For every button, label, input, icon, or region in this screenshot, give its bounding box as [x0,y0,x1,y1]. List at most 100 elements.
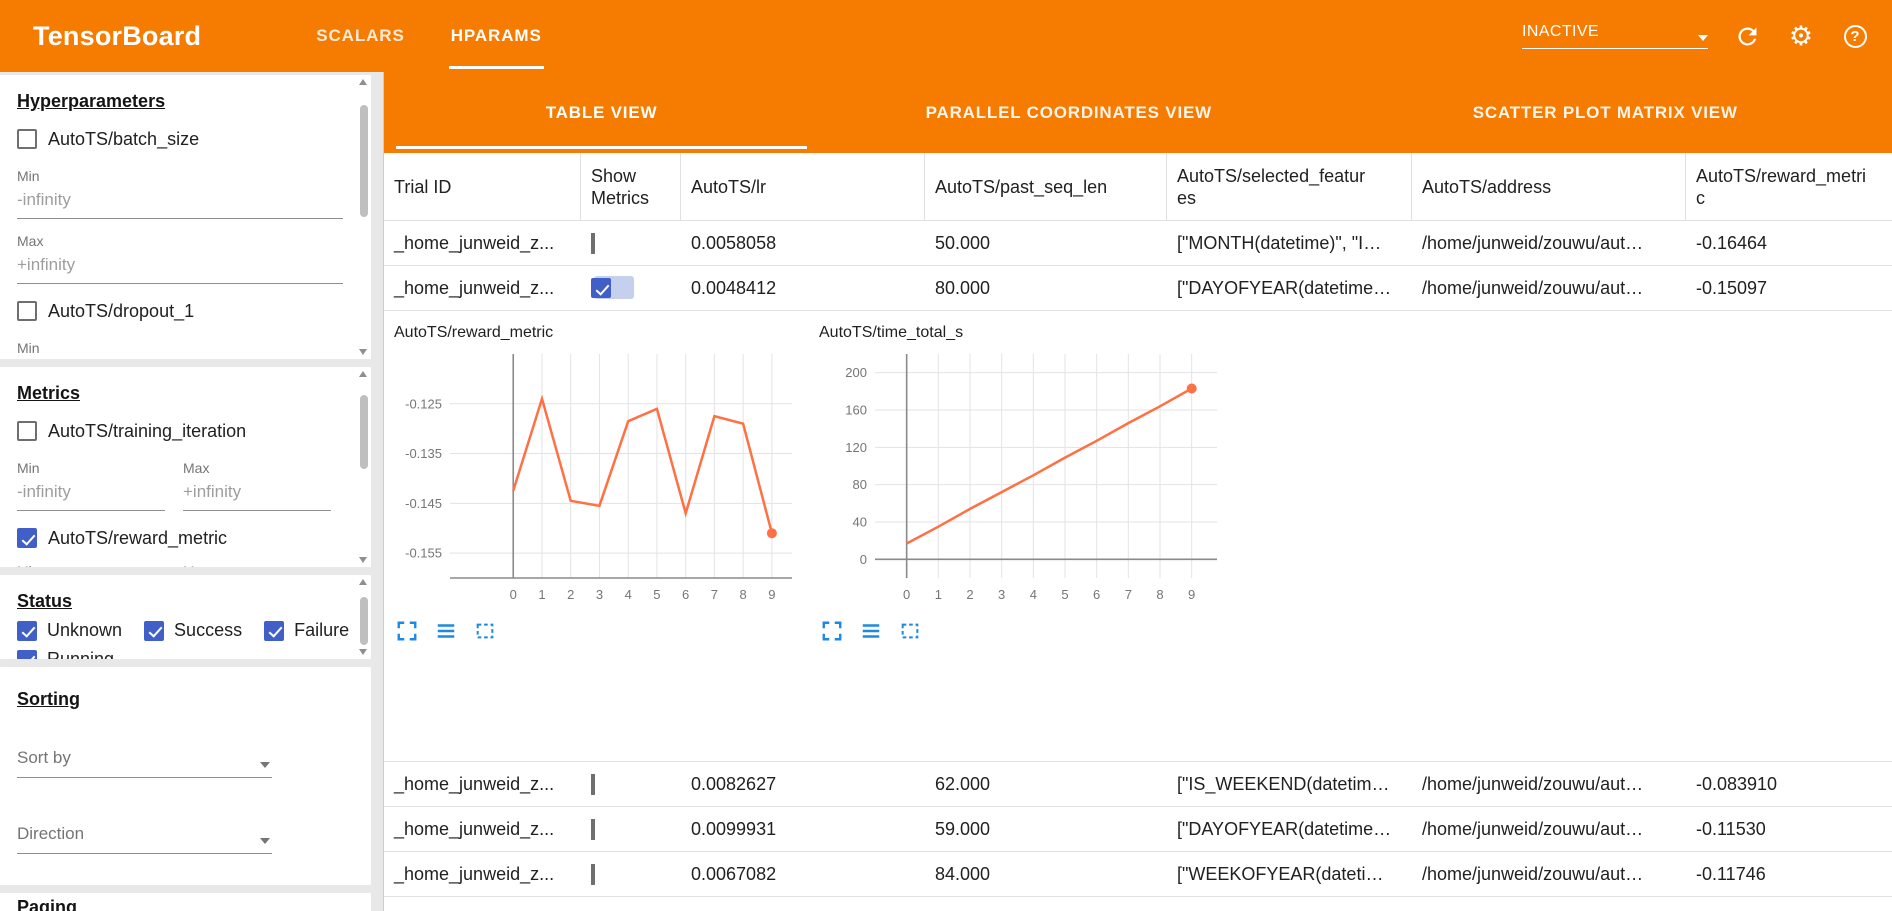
scroll-up-icon[interactable] [359,579,367,585]
status-failure-label: Failure [294,620,350,640]
column-header-reward-metric[interactable]: AutoTS/reward_metric [1696,165,1867,208]
status-title: Status [17,591,73,611]
sorting-title: Sorting [17,689,80,709]
column-header-trial-id[interactable]: Trial ID [384,153,581,220]
view-data-icon[interactable] [860,620,882,642]
scrollbar-thumb[interactable] [360,597,368,645]
tab-hparams[interactable]: HPARAMS [428,0,565,72]
column-header-address[interactable]: AutoTS/address [1412,153,1686,220]
status-failure[interactable]: Failure [264,620,349,641]
scrollbar-thumb[interactable] [360,395,368,469]
max-label: Max [183,460,210,476]
status-unknown-checkbox[interactable] [17,620,37,641]
training-iteration-checkbox[interactable] [17,421,37,441]
address-cell: /home/junweid/zouwu/aut… [1422,277,1644,298]
tab-scatter-plot-matrix-view[interactable]: SCATTER PLOT MATRIX VIEW [1472,102,1738,122]
expand-chart-icon[interactable] [821,620,843,642]
expand-chart-icon[interactable] [396,620,418,642]
metric-training-iteration[interactable]: AutoTS/training_iteration [17,416,343,446]
scrollbar-thumb[interactable] [360,105,368,217]
training-iteration-label: AutoTS/training_iteration [48,420,247,441]
show-metrics-checkbox[interactable] [591,863,595,885]
status-unknown-label: Unknown [47,620,123,640]
metric-reward-metric[interactable]: AutoTS/reward_metric [17,523,343,553]
scroll-down-icon[interactable] [359,349,367,355]
lr-cell: 0.0067082 [691,863,777,884]
show-metrics-checkbox[interactable] [591,773,595,795]
svg-text:6: 6 [682,587,689,602]
paging-panel: Paging [0,893,371,911]
address-cell: /home/junweid/zouwu/aut… [1422,773,1644,794]
scrollbar[interactable] [357,575,370,659]
sorting-panel: Sorting Sort by Direction [0,667,371,885]
help-icon[interactable]: ? [1840,21,1870,51]
show-metrics-checkbox[interactable] [591,818,595,840]
settings-icon[interactable]: ⚙ [1788,20,1814,51]
scroll-down-icon[interactable] [359,557,367,563]
lr-cell: 0.0082627 [691,773,777,794]
status-success[interactable]: Success [144,620,242,641]
scrollbar[interactable] [357,367,370,567]
run-status-dropdown[interactable]: INACTIVE [1522,23,1708,49]
column-header-lr[interactable]: AutoTS/lr [681,153,925,220]
svg-text:-0.155: -0.155 [405,546,442,561]
reward-metric-line-chart[interactable]: 0 1 2 3 4 5 6 7 8 9 -0.155 -0.145 -0.135 -0.125 [394,346,804,608]
metric-max-input[interactable] [183,478,331,511]
chevron-down-icon [260,838,270,844]
trial-id-cell: _home_junweid_z... [394,232,555,253]
column-header-selected-features[interactable]: AutoTS/selected_features [1167,153,1412,220]
hparam-batch-size[interactable]: AutoTS/batch_size [17,124,343,154]
time-total-line-chart[interactable]: 0 1 2 3 4 5 6 7 8 9 0 40 80 120 160 200 [819,346,1229,608]
svg-text:120: 120 [845,440,867,455]
chart-toolbar [821,620,1229,642]
reward-metric-label: AutoTS/reward_metric [48,527,228,548]
status-running[interactable]: Running [17,649,114,659]
tab-scalars[interactable]: SCALARS [316,26,405,45]
svg-text:0: 0 [903,587,910,602]
batch-size-min-input[interactable] [17,186,343,219]
svg-text:9: 9 [1188,587,1195,602]
past-seq-len-cell: 84.000 [935,863,991,884]
topbar-tabs: SCALARS HPARAMS [293,0,564,72]
scroll-up-icon[interactable] [359,79,367,85]
reward-metric-cell: -0.11746 [1696,863,1766,884]
show-metrics-checkbox[interactable] [591,278,611,298]
scroll-down-icon[interactable] [359,649,367,655]
hparam-dropout[interactable]: AutoTS/dropout_1 [17,296,343,326]
reward-metric-checkbox[interactable] [17,528,37,548]
select-region-icon[interactable] [474,620,496,642]
svg-text:40: 40 [853,515,867,530]
scrollbar[interactable] [357,75,370,359]
status-failure-checkbox[interactable] [264,620,285,641]
column-header-past-seq-len[interactable]: AutoTS/past_seq_len [925,153,1167,220]
metrics-panel: Metrics AutoTS/training_iteration Min Ma… [0,367,371,567]
status-success-checkbox[interactable] [144,620,165,641]
lr-cell: 0.0099931 [691,818,777,839]
status-running-checkbox[interactable] [17,649,37,659]
select-region-icon[interactable] [899,620,921,642]
batch-size-max-input[interactable] [17,251,343,284]
view-data-icon[interactable] [435,620,457,642]
svg-text:-0.125: -0.125 [405,396,442,411]
paging-title: Paging [17,897,78,911]
address-cell: /home/junweid/zouwu/aut… [1422,232,1644,253]
hyperparameters-panel: Hyperparameters AutoTS/batch_size Min Ma… [0,75,371,359]
direction-dropdown[interactable]: Direction [17,824,272,854]
scroll-up-icon[interactable] [359,371,367,377]
tab-table-view[interactable]: TABLE VIEW [384,72,819,153]
selected-features-cell: ["DAYOFYEAR(datetime… [1177,277,1392,298]
address-cell: /home/junweid/zouwu/aut… [1422,818,1644,839]
dropout-checkbox[interactable] [17,301,37,321]
batch-size-checkbox[interactable] [17,129,37,149]
show-metrics-checkbox[interactable] [591,232,595,254]
column-header-show-metrics[interactable]: Show Metrics [581,153,681,220]
sort-by-dropdown[interactable]: Sort by [17,748,272,778]
svg-text:3: 3 [998,587,1005,602]
refresh-icon[interactable] [1732,21,1762,51]
tab-parallel-coordinates-view[interactable]: PARALLEL COORDINATES VIEW [925,102,1212,122]
metric-min-input[interactable] [17,478,165,511]
status-unknown[interactable]: Unknown [17,620,122,641]
run-status-value: INACTIVE [1522,23,1599,40]
reward-metric-cell: -0.15097 [1696,277,1768,298]
hyperparameters-title: Hyperparameters [17,91,166,111]
